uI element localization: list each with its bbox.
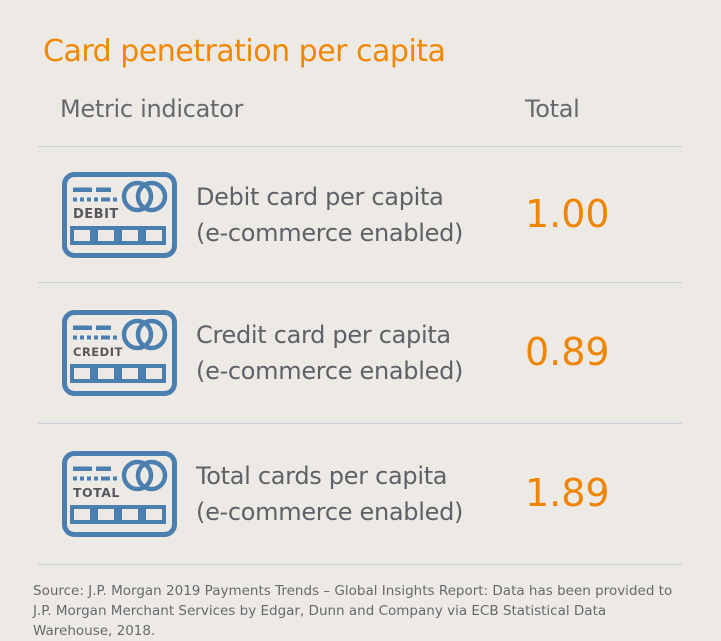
svg-text:DEBIT: DEBIT: [73, 207, 119, 222]
table-row-total: TOTAL Total cards per capita (e-commerce…: [38, 424, 682, 565]
total-cards-icon: TOTAL: [62, 451, 177, 537]
source-note: Source: J.P. Morgan 2019 Payments Trends…: [33, 583, 673, 639]
svg-text:CREDIT: CREDIT: [73, 345, 123, 359]
metric-value: 0.89: [525, 330, 610, 375]
svg-text:TOTAL: TOTAL: [73, 485, 120, 500]
column-header-total: Total: [525, 95, 580, 123]
table-row-credit: CREDIT Credit card per capita (e-commerc…: [38, 283, 682, 424]
metrics-table: DEBIT Debit card per capita (e-commerce …: [38, 146, 682, 565]
metric-label-line2: (e-commerce enabled): [196, 498, 464, 526]
page-title: Card penetration per capita: [43, 34, 446, 69]
metric-label-line2: (e-commerce enabled): [196, 357, 464, 385]
metric-value: 1.89: [525, 471, 610, 516]
table-row-debit: DEBIT Debit card per capita (e-commerce …: [38, 147, 682, 283]
metric-value: 1.00: [525, 191, 610, 236]
metric-label-line2: (e-commerce enabled): [196, 218, 464, 247]
metric-label-line1: Debit card per capita: [196, 182, 444, 211]
metric-label: Total cards per capita (e-commerce enabl…: [196, 458, 463, 530]
metric-label-line1: Total cards per capita: [196, 462, 448, 490]
metric-label-line1: Credit card per capita: [196, 321, 451, 349]
metric-label: Debit card per capita (e-commerce enable…: [196, 179, 463, 251]
metric-label: Credit card per capita (e-commerce enabl…: [196, 317, 463, 389]
column-header-metric: Metric indicator: [60, 95, 244, 123]
credit-card-icon: CREDIT: [62, 310, 177, 396]
debit-card-icon: DEBIT: [62, 171, 177, 258]
